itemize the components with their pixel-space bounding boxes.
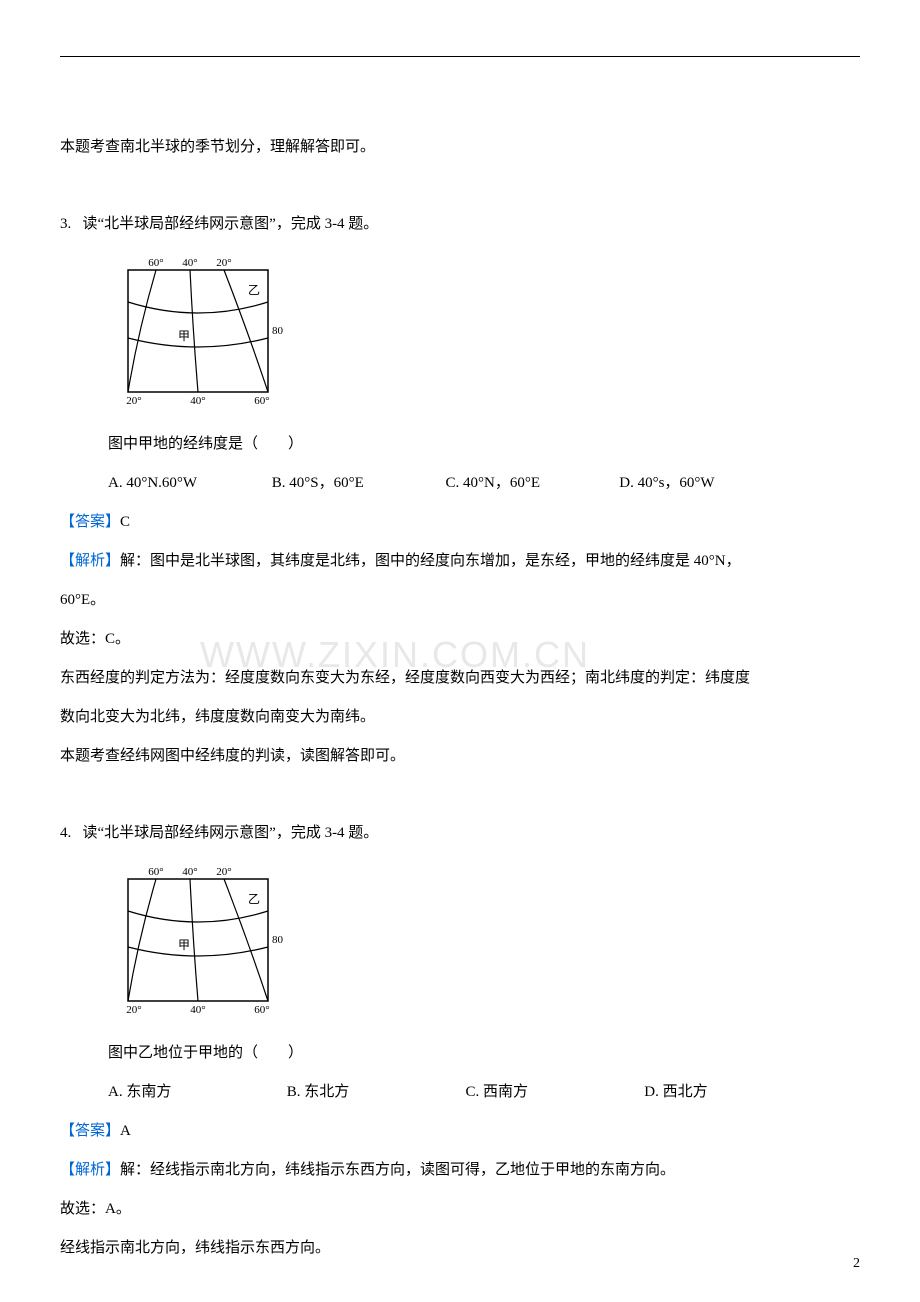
q3-option-c: C. 40°N，60°E [446, 464, 616, 503]
q3-explain-3: 故选：C。 [60, 620, 860, 659]
svg-text:60°: 60° [148, 866, 163, 878]
q3-explain-4: 东西经度的判定方法为：经度度数向东变大为东经，经度度数向西变大为西经；南北纬度的… [60, 659, 860, 698]
q3-option-d: D. 40°s，60°W [619, 464, 714, 503]
q3-option-a: A. 40°N.60°W [108, 464, 268, 503]
q4-answer-value: A [120, 1123, 131, 1139]
q4-option-d: D. 西北方 [644, 1073, 707, 1112]
q3-answer: 【答案】C [60, 503, 860, 542]
q3-number: 3. [60, 216, 71, 232]
q3-stem-text: 读“北半球局部经纬网示意图”，完成 3-4 题。 [83, 216, 379, 232]
q3-sub-stem: 图中甲地的经纬度是（ ） [60, 425, 860, 464]
q4-explain-1: 【解析】解：经线指示南北方向，纬线指示东西方向，读图可得，乙地位于甲地的东南方向… [60, 1151, 860, 1190]
q3-answer-value: C [120, 514, 130, 530]
svg-text:甲: 甲 [178, 329, 190, 343]
svg-text:40°: 40° [190, 1004, 205, 1016]
q4-stem: 4. 读“北半球局部经纬网示意图”，完成 3-4 题。 [60, 814, 860, 853]
q4-answer: 【答案】A [60, 1112, 860, 1151]
q4-diagram: 60° 40° 20° 20° 40° 60° 80 甲 乙 [108, 861, 288, 1021]
svg-text:60°: 60° [148, 257, 163, 269]
svg-text:60°: 60° [254, 395, 269, 407]
q4-option-a: A. 东南方 [108, 1073, 283, 1112]
q3-explain-6: 本题考查经纬网图中经纬度的判读，读图解答即可。 [60, 737, 860, 776]
svg-text:60°: 60° [254, 1004, 269, 1016]
q3-explain-1: 【解析】解：图中是北半球图，其纬度是北纬，图中的经度向东增加，是东经，甲地的经纬… [60, 542, 860, 581]
explain-label: 【解析】 [60, 553, 120, 569]
top-rule [60, 56, 860, 57]
q3-explain-5: 数向北变大为北纬，纬度度数向南变大为南纬。 [60, 698, 860, 737]
svg-text:40°: 40° [182, 257, 197, 269]
q4-explain-2: 故选：A。 [60, 1190, 860, 1229]
q3-explain-text-1: 解：图中是北半球图，其纬度是北纬，图中的经度向东增加，是东经，甲地的经纬度是 4… [120, 553, 741, 569]
svg-text:20°: 20° [126, 395, 141, 407]
svg-text:80: 80 [272, 325, 284, 337]
svg-text:乙: 乙 [248, 283, 260, 297]
svg-text:40°: 40° [190, 395, 205, 407]
answer-label: 【答案】 [60, 514, 120, 530]
page-content: 本题考查南北半球的季节划分，理解解答即可。 3. 读“北半球局部经纬网示意图”，… [60, 80, 860, 1268]
svg-text:40°: 40° [182, 866, 197, 878]
explain-label: 【解析】 [60, 1162, 120, 1178]
intro-line: 本题考查南北半球的季节划分，理解解答即可。 [60, 128, 860, 167]
q4-number: 4. [60, 825, 71, 841]
svg-text:乙: 乙 [248, 892, 260, 906]
q3-option-b: B. 40°S，60°E [272, 464, 442, 503]
svg-text:20°: 20° [216, 866, 231, 878]
q4-explain-3: 经线指示南北方向，纬线指示东西方向。 [60, 1229, 860, 1268]
q4-options: A. 东南方 B. 东北方 C. 西南方 D. 西北方 [60, 1073, 860, 1112]
svg-text:20°: 20° [216, 257, 231, 269]
q4-explain-text-1: 解：经线指示南北方向，纬线指示东西方向，读图可得，乙地位于甲地的东南方向。 [120, 1162, 675, 1178]
q3-explain-2: 60°E。 [60, 581, 860, 620]
q4-option-c: C. 西南方 [466, 1073, 641, 1112]
q4-sub-stem: 图中乙地位于甲地的（ ） [60, 1034, 860, 1073]
q4-stem-text: 读“北半球局部经纬网示意图”，完成 3-4 题。 [83, 825, 379, 841]
q4-option-b: B. 东北方 [287, 1073, 462, 1112]
q3-options: A. 40°N.60°W B. 40°S，60°E C. 40°N，60°E D… [60, 464, 860, 503]
svg-text:20°: 20° [126, 1004, 141, 1016]
q3-stem: 3. 读“北半球局部经纬网示意图”，完成 3-4 题。 [60, 205, 860, 244]
svg-text:甲: 甲 [178, 938, 190, 952]
answer-label: 【答案】 [60, 1123, 120, 1139]
q3-diagram: 60° 40° 20° 20° 40° 60° 80 甲 乙 [108, 252, 288, 412]
svg-text:80: 80 [272, 934, 284, 946]
